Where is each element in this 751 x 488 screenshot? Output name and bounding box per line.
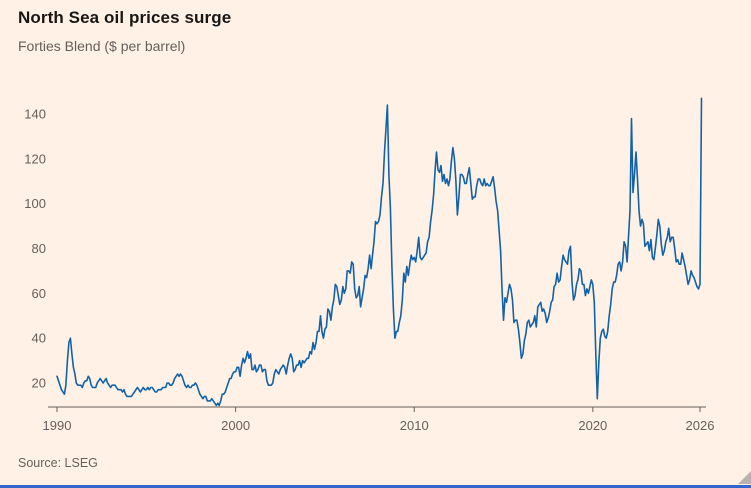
resize-corner-icon	[738, 471, 751, 484]
y-tick-label: 120	[24, 151, 46, 166]
x-tick-label: 2020	[578, 418, 607, 433]
y-tick-label: 40	[32, 331, 46, 346]
x-tick-label: 2010	[400, 418, 429, 433]
bottom-border	[0, 485, 751, 488]
x-tick-label: 1990	[43, 418, 72, 433]
chart-subtitle: Forties Blend ($ per barrel)	[18, 38, 186, 54]
y-tick-label: 100	[24, 196, 46, 211]
y-tick-label: 20	[32, 376, 46, 391]
y-tick-label: 80	[32, 241, 46, 256]
chart-title: North Sea oil prices surge	[18, 8, 232, 27]
x-tick-label: 2026	[686, 418, 715, 433]
source-label: Source: LSEG	[18, 456, 98, 470]
y-tick-label: 60	[32, 286, 46, 301]
price-line	[56, 97, 703, 407]
y-tick-label: 140	[24, 107, 46, 122]
x-tick-label: 2000	[221, 418, 250, 433]
